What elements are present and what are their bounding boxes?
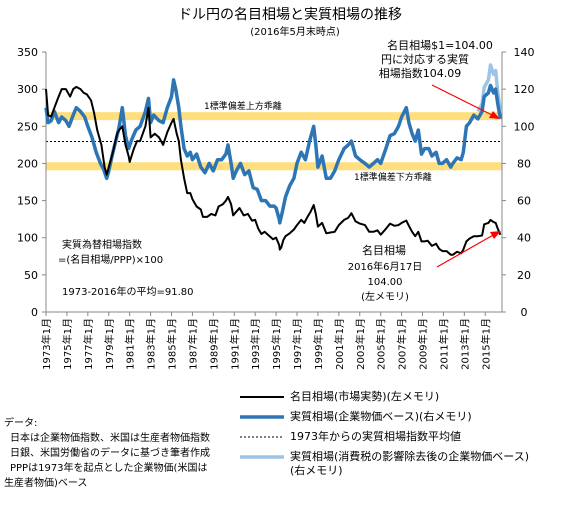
real-callout-arrow	[431, 84, 495, 117]
left-tick-label: 350	[17, 46, 38, 59]
source-line-1: 日本は企業物価指数、米国は生産者物価指数	[10, 433, 210, 444]
x-tick-label: 2011年1月	[437, 318, 450, 370]
legend-label-real-ex-tax: 実質相場(消費税の影響除去後の企業物価ベース)	[290, 450, 530, 463]
right-tick-label: 140	[514, 46, 535, 59]
right-tick-label: 20	[517, 269, 531, 282]
x-tick-label: 2009年1月	[417, 318, 430, 370]
legend-label-nominal: 名目相場(市場実勢)(左メモリ)	[290, 390, 440, 403]
band-upper-label: 1標準偏差上方乖離	[204, 100, 282, 112]
x-tick-label: 1981年1月	[124, 318, 137, 370]
x-tick-label: 1993年1月	[249, 318, 262, 370]
x-tick-label: 2003年1月	[354, 318, 367, 370]
x-tick-label: 2013年1月	[458, 318, 471, 370]
left-tick-label: 200	[17, 157, 38, 170]
x-tick-label: 2005年1月	[375, 318, 388, 370]
x-tick-label: 2001年1月	[333, 318, 346, 370]
right-tick-label: 0	[521, 306, 528, 319]
right-tick-label: 120	[514, 83, 535, 96]
nominal-callout-line-4: (左メモリ)	[361, 290, 409, 303]
left-tick-label: 150	[17, 195, 38, 208]
nominal-callout-arrow	[436, 233, 496, 268]
legend-label-average: 1973年からの実質相場指数平均値	[290, 430, 461, 443]
band-lower-label: 1標準偏差下方乖離	[354, 171, 432, 183]
left-tick-label: 100	[17, 232, 38, 245]
source-heading: データ:	[4, 418, 38, 429]
right-tick-label: 80	[517, 157, 531, 170]
x-tick-label: 2007年1月	[396, 318, 409, 370]
series-nominal-line	[45, 85, 502, 256]
nominal-callout-line-3: 104.00	[368, 277, 403, 288]
source-line-2: 日銀、米国労働省のデータに基づき筆者作成	[10, 448, 210, 459]
nominal-callout-line-2: 2016年6月17日	[348, 260, 423, 273]
average-note: 1973-2016年の平均=91.80	[62, 285, 194, 298]
legend-swatch-real-ex-tax	[240, 455, 284, 459]
chart: ドル円の名目相場と実質相場の推移 (2016年5月末時点) 0 50 100 150 2…	[17, 7, 535, 370]
right-tick-label: 40	[517, 232, 531, 245]
x-tick-label: 1979年1月	[103, 318, 116, 370]
x-tick-label: 1973年1月	[40, 318, 53, 370]
x-tick-label: 2015年1月	[479, 318, 492, 370]
x-tick-label: 1989年1月	[207, 318, 220, 370]
right-tick-label: 60	[517, 195, 531, 208]
nominal-callout-arrowhead	[490, 231, 501, 239]
legend-swatch-average	[240, 436, 284, 438]
source-line-4: 生産者物価)ベース	[4, 478, 88, 489]
x-tick-label: 1985年1月	[166, 318, 179, 370]
right-axis-ticks: 0 20 40 60 80 100 120 140	[502, 46, 535, 319]
x-tick-label: 1983年1月	[145, 318, 158, 370]
left-tick-label: 300	[17, 83, 38, 96]
x-tick-label: 1991年1月	[228, 318, 241, 370]
x-axis-ticks: 1973年1月 1975年1月 1977年1月 1979年1月 1981年1月 1983年…	[40, 312, 492, 370]
real-callout-line-2: 円に対応する実質	[381, 52, 469, 66]
x-tick-label: 1997年1月	[291, 318, 304, 370]
x-tick-label: 1999年1月	[312, 318, 325, 370]
x-tick-label: 1995年1月	[270, 318, 283, 370]
real-callout-arrowhead	[489, 111, 500, 119]
source-line-3: PPPは1973年を起点とした企業物価(米国は	[10, 463, 208, 474]
legend-item-real: 実質相場(企業物価ベース)(右メモリ)	[240, 406, 576, 426]
legend-label-real-ex-tax-cont: (右メモリ)	[290, 464, 343, 477]
left-tick-label: 250	[17, 120, 38, 133]
right-tick-label: 100	[514, 120, 535, 133]
left-tick-label: 50	[24, 269, 38, 282]
chart-subtitle: (2016年5月末時点)	[250, 25, 340, 38]
chart-title: ドル円の名目相場と実質相場の推移	[178, 7, 402, 23]
x-tick-label: 1975年1月	[61, 318, 74, 370]
legend-item-real-ex-tax: 実質相場(消費税の影響除去後の企業物価ベース) (右メモリ)	[240, 446, 576, 480]
formula-line-1: 実質為替相場指数	[62, 238, 142, 251]
legend-item-nominal: 名目相場(市場実勢)(左メモリ)	[240, 386, 576, 406]
legend-item-average: 1973年からの実質相場指数平均値	[240, 426, 576, 446]
real-callout-line-3: 相場指数104.09	[379, 66, 462, 80]
legend: 名目相場(市場実勢)(左メモリ) 実質相場(企業物価ベース)(右メモリ) 197…	[240, 386, 576, 480]
nominal-callout-line-1: 名目相場	[362, 243, 406, 257]
x-tick-label: 1977年1月	[82, 318, 95, 370]
legend-swatch-nominal	[240, 396, 284, 398]
legend-label-real: 実質相場(企業物価ベース)(右メモリ)	[290, 410, 472, 423]
source-note: データ: 日本は企業物価指数、米国は生産者物価指数 日銀、米国労働省のデータに基…	[4, 416, 236, 491]
x-tick-label: 1987年1月	[186, 318, 199, 370]
series-real-line	[44, 78, 503, 225]
real-callout-line-1: 名目相場$1=104.00	[387, 38, 493, 52]
formula-line-2: =(名目相場/PPP)×100	[58, 253, 163, 266]
left-tick-label: 0	[31, 306, 38, 319]
left-axis-ticks: 0 50 100 150 200 250 300 350	[17, 46, 46, 319]
legend-swatch-real	[240, 415, 284, 419]
plot-area	[45, 52, 503, 313]
